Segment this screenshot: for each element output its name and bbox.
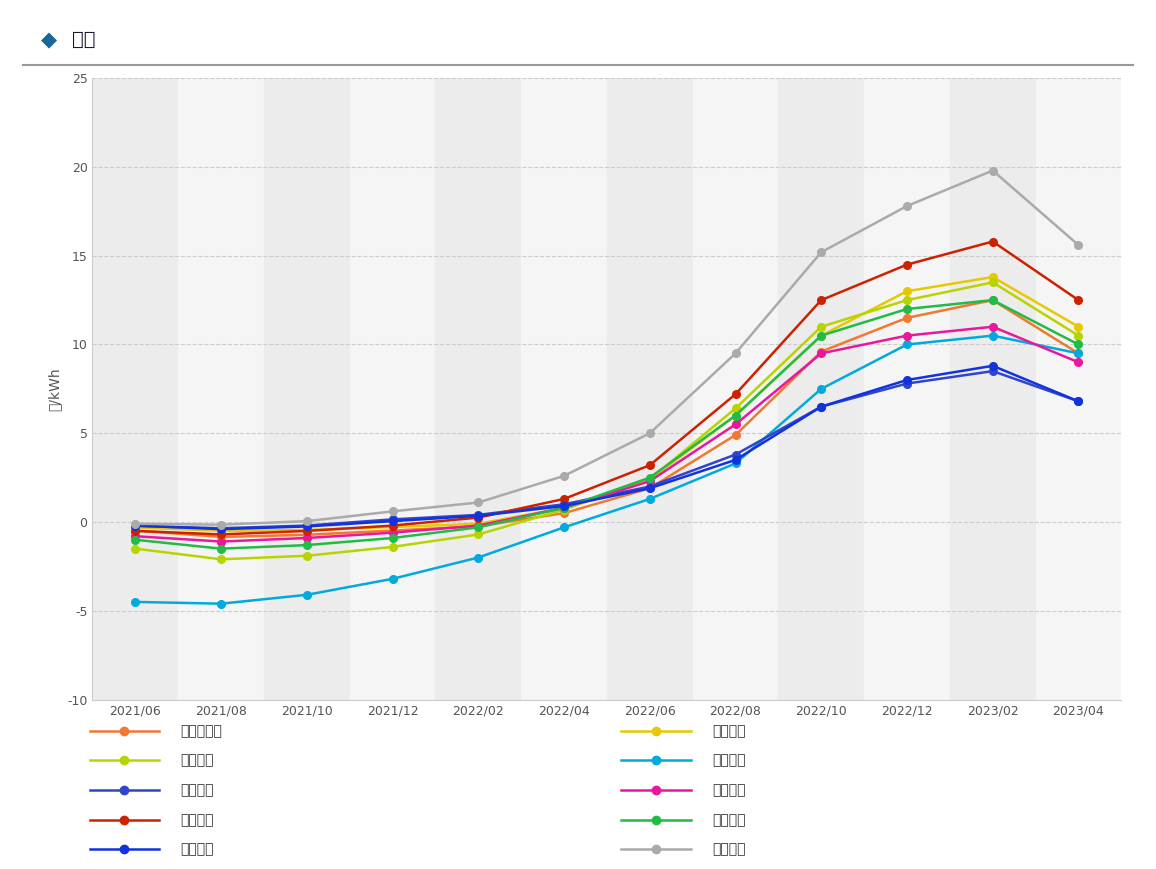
Bar bbox=[264, 78, 349, 700]
Bar bbox=[521, 78, 607, 700]
Bar bbox=[178, 78, 264, 700]
Text: 北陸電力: 北陸電力 bbox=[180, 783, 214, 797]
Bar bbox=[950, 78, 1036, 700]
Y-axis label: 円/kWh: 円/kWh bbox=[47, 367, 61, 411]
Bar bbox=[1036, 78, 1121, 700]
Bar bbox=[692, 78, 778, 700]
Text: 低圧: 低圧 bbox=[72, 30, 95, 50]
Bar bbox=[349, 78, 436, 700]
Text: 沖縄電力: 沖縄電力 bbox=[712, 842, 746, 857]
Text: 中国電力: 中国電力 bbox=[180, 813, 214, 826]
Text: 東北電力: 東北電力 bbox=[712, 724, 746, 738]
Text: 九州電力: 九州電力 bbox=[180, 842, 214, 857]
Text: 北海道電力: 北海道電力 bbox=[180, 724, 222, 738]
Text: 四国電力: 四国電力 bbox=[712, 813, 746, 826]
Text: 東京電力: 東京電力 bbox=[180, 753, 214, 767]
Text: ◆: ◆ bbox=[40, 30, 57, 50]
Bar bbox=[607, 78, 692, 700]
Bar bbox=[864, 78, 950, 700]
Bar bbox=[436, 78, 521, 700]
Text: 中部電力: 中部電力 bbox=[712, 753, 746, 767]
Bar bbox=[778, 78, 864, 700]
Bar bbox=[92, 78, 178, 700]
Text: 関西電力: 関西電力 bbox=[712, 783, 746, 797]
